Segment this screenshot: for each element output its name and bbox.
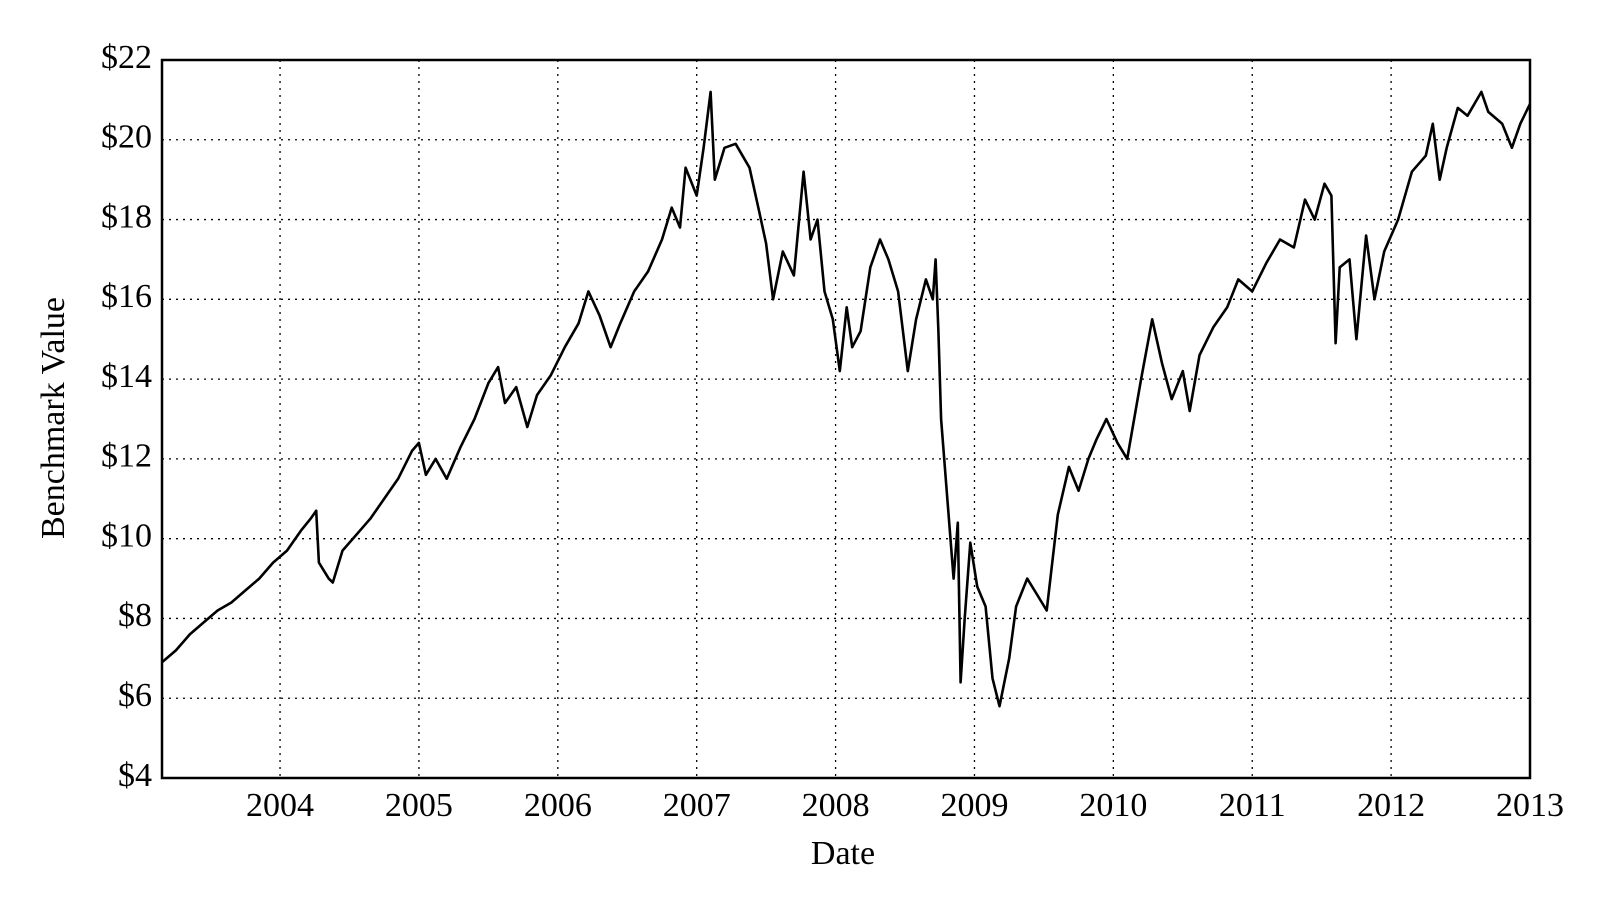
y-tick-label: $10 (101, 517, 152, 554)
y-tick-label: $12 (101, 438, 152, 475)
y-tick-label: $4 (118, 757, 152, 794)
x-tick-label: 2013 (1496, 787, 1564, 824)
plot-frame (160, 58, 1532, 780)
x-tick-label: 2006 (524, 787, 592, 824)
x-tick-label: 2010 (1079, 787, 1147, 824)
y-tick-label: $14 (101, 358, 152, 395)
y-tick-label: $22 (101, 39, 152, 76)
x-tick-label: 2011 (1219, 787, 1286, 824)
x-tick-label: 2009 (940, 787, 1008, 824)
y-tick-label: $6 (118, 677, 152, 714)
y-tick-label: $8 (118, 597, 152, 634)
y-tick-label: $16 (101, 278, 152, 315)
x-tick-label: 2007 (663, 787, 731, 824)
x-axis-label: Date (811, 835, 875, 872)
y-axis-label: Benchmark Value (35, 297, 72, 539)
x-tick-label: 2004 (246, 787, 314, 824)
x-tick-label: 2012 (1357, 787, 1425, 824)
x-tick-label: 2005 (385, 787, 453, 824)
x-tick-label: 2008 (802, 787, 870, 824)
y-tick-label: $18 (101, 198, 152, 235)
y-tick-label: $20 (101, 119, 152, 156)
line-series (161, 90, 1532, 708)
